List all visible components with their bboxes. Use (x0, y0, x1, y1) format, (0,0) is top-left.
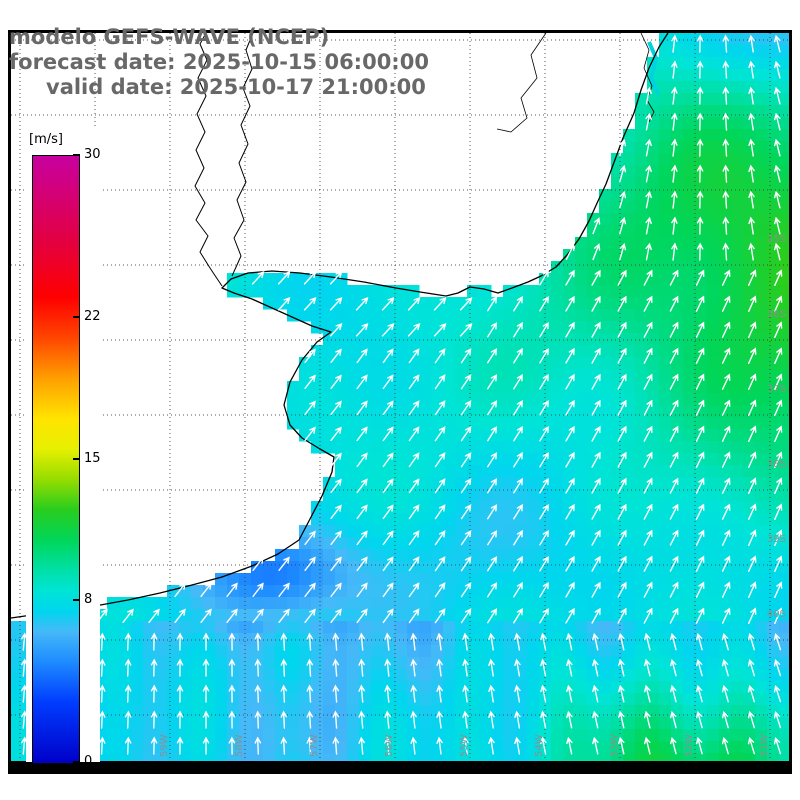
lagoon (647, 41, 660, 95)
colorbar-gradient (32, 155, 80, 764)
lat-label: 40S (767, 609, 786, 620)
lon-label: 56W (384, 734, 395, 757)
lon-label: 57W (309, 734, 320, 757)
lon-label: 51W (759, 734, 770, 757)
forecast-date: forecast date: 2025-10-15 06:00:00 (9, 50, 429, 74)
lon-label: 52W (684, 734, 695, 757)
lon-label: 58W (234, 734, 245, 757)
map-frame (8, 30, 792, 774)
colorbar-tick-mark (73, 315, 80, 318)
colorbar-ticks: 30 22 15 8 0 (26, 126, 101, 769)
colorbar-tick-label-8: 8 (84, 592, 93, 608)
lat-label: 39S (767, 534, 786, 545)
lat-label: 35S (767, 234, 786, 245)
lat-label: 38S (767, 459, 786, 470)
colorbar-tick-mark (73, 761, 80, 763)
colorbar-tick-mark (73, 457, 80, 460)
valid-date: valid date: 2025-10-17 21:00:00 (46, 75, 426, 99)
lon-label: 59W (159, 734, 170, 757)
colorbar-tick-label-30: 30 (84, 147, 101, 162)
colorbar-tick-label-0: 0 (84, 754, 93, 769)
colorbar-tick-label-22: 22 (84, 308, 101, 324)
wave-direction-arrows (21, 34, 783, 755)
colorbar-tick-label-15: 15 (84, 450, 101, 466)
map-header: modelo GEFS-WAVE (NCEP) forecast date: 2… (9, 25, 429, 100)
colorbar-tick-mark (73, 154, 80, 156)
lon-label: 53W (609, 734, 620, 757)
coastline-and-rivers (10, 32, 669, 619)
lat-label: 37S (767, 384, 786, 395)
lat-label: 36S (767, 309, 786, 320)
colorbar: [m/s] 30 22 15 8 0 (26, 126, 101, 769)
model-title: modelo GEFS-WAVE (NCEP) (9, 25, 330, 49)
lon-label: 54W (534, 734, 545, 757)
lon-label: 55W (459, 734, 470, 757)
colorbar-unit-label: [m/s] (29, 132, 63, 147)
colorbar-tick-mark (73, 599, 80, 602)
